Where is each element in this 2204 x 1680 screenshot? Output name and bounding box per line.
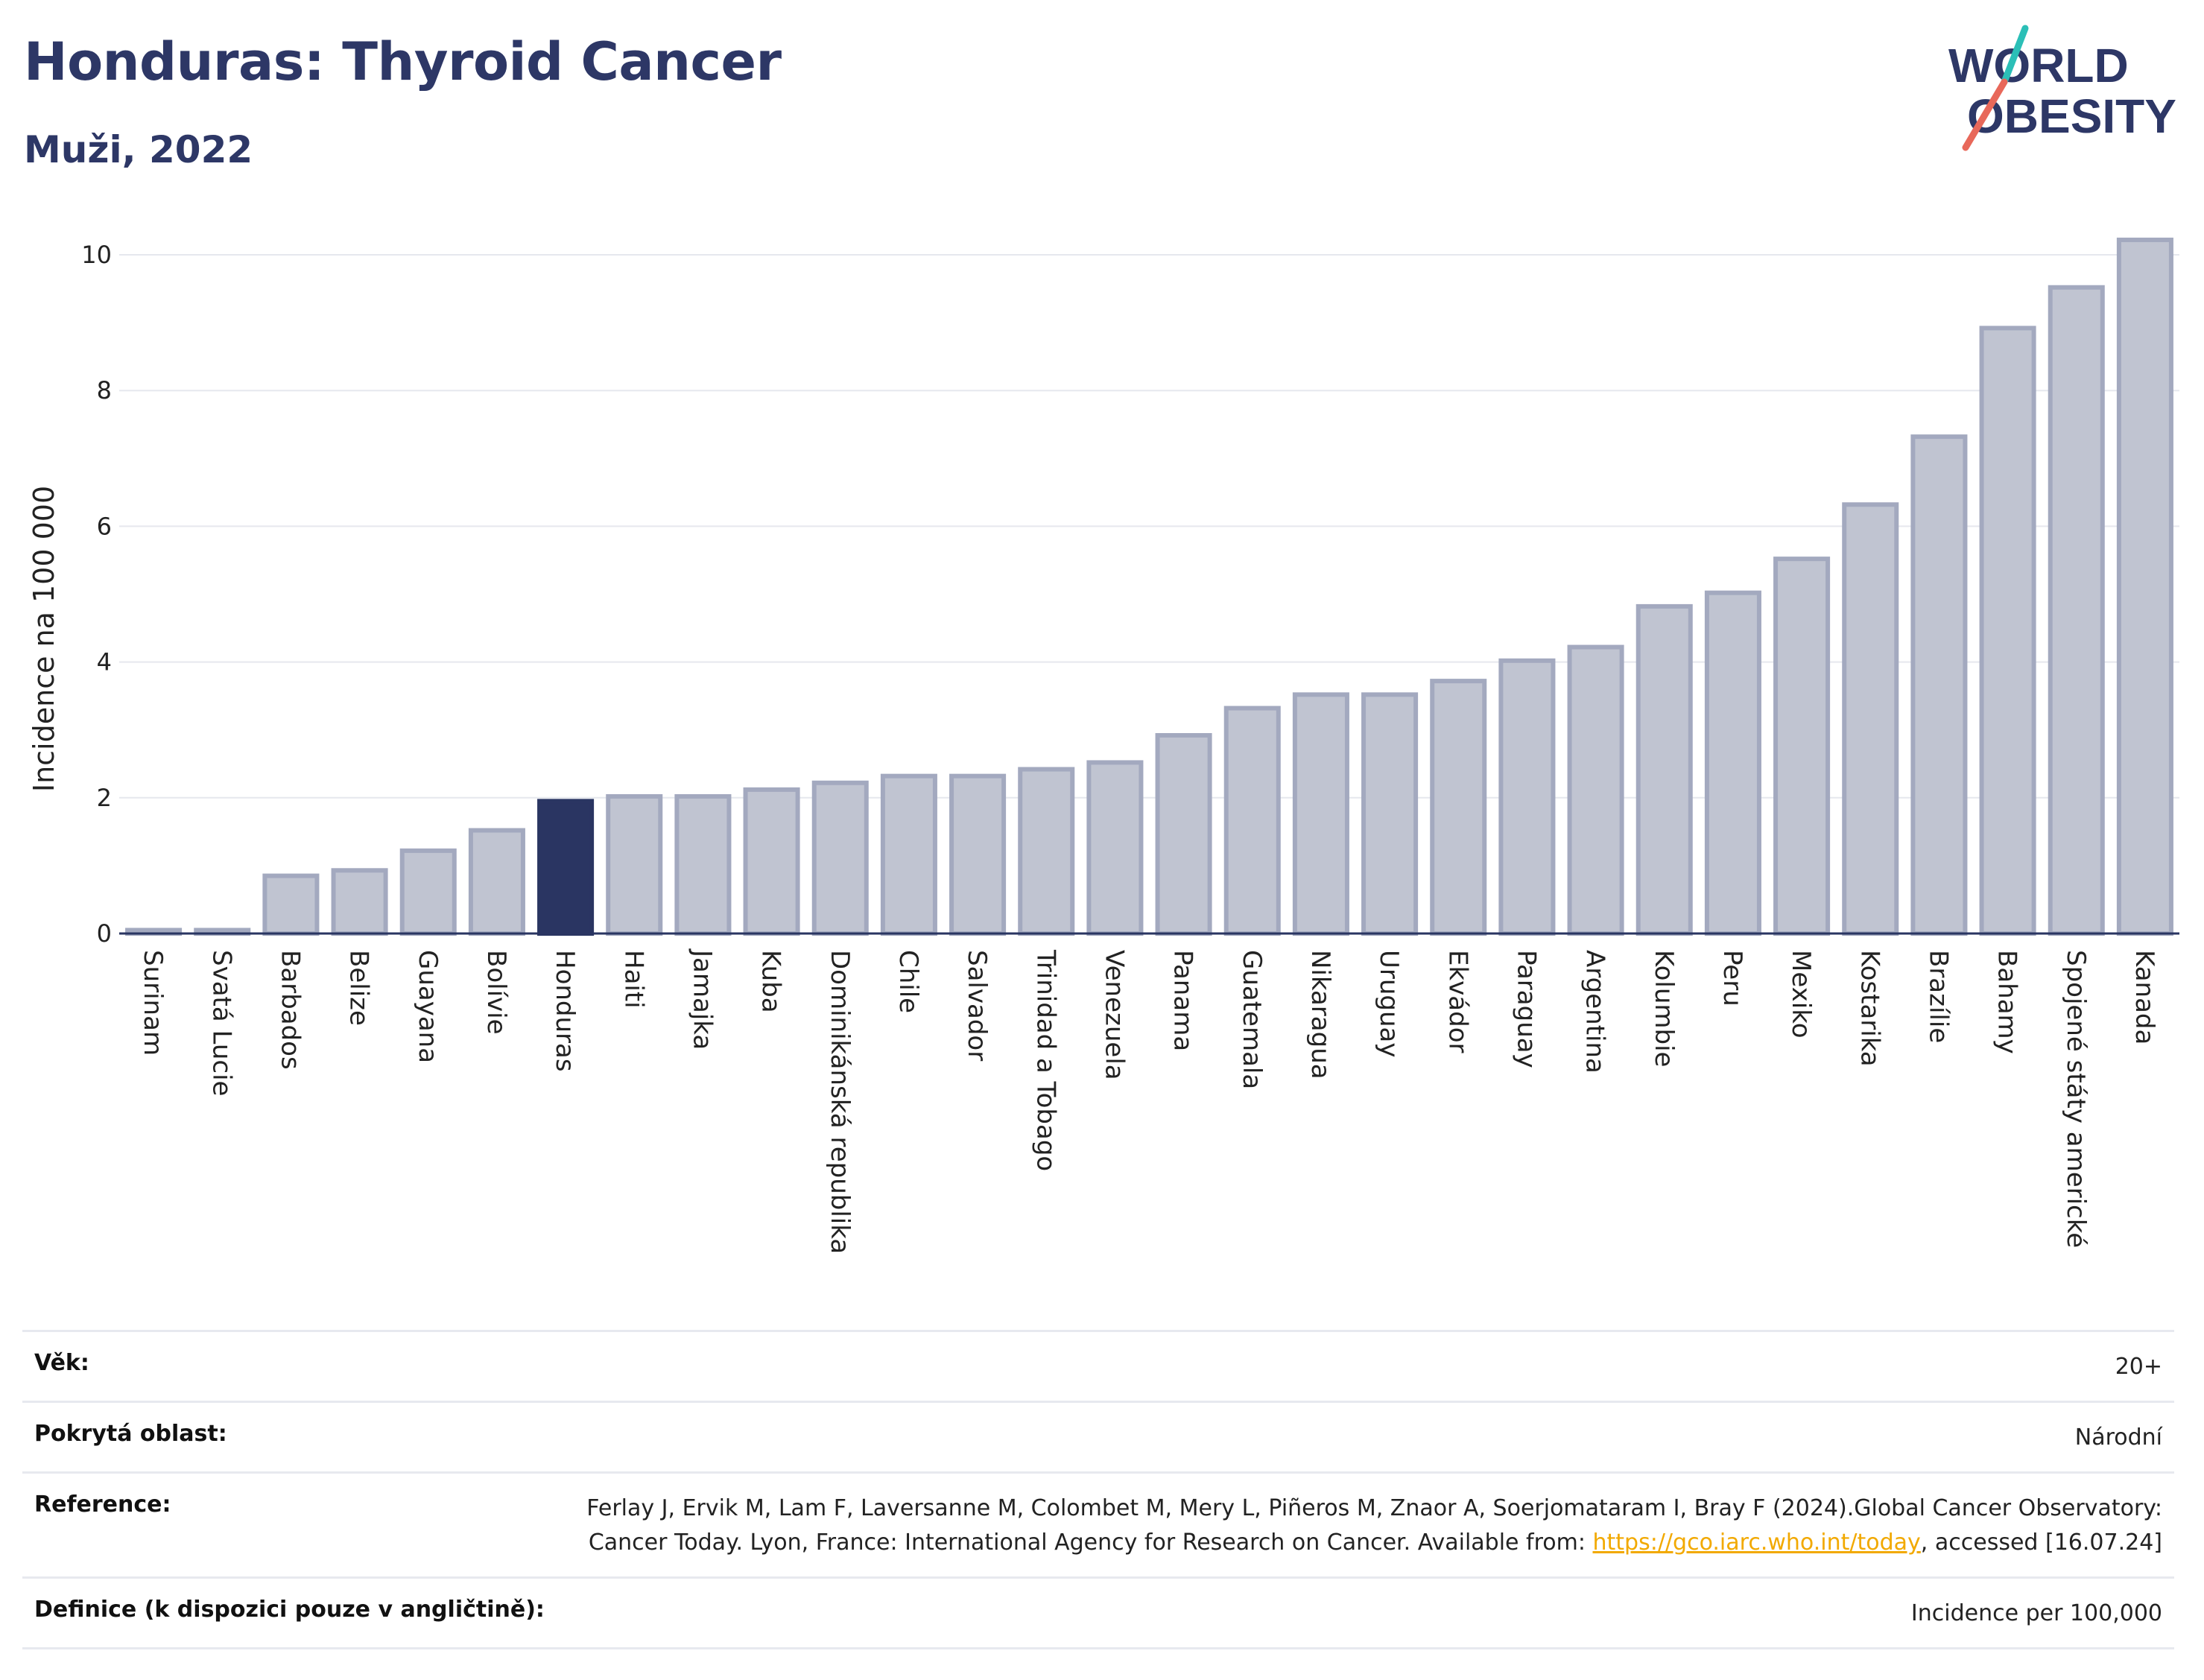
logo-slash-coral [1962,78,2008,151]
x-tick-label: Bahamy [1992,950,2022,1054]
x-tick-label: Barbados [275,950,305,1070]
x-tick-label: Salvador [962,950,992,1061]
y-tick-label: 4 [97,648,112,676]
bar-honduras[interactable] [537,799,595,936]
x-tick-label: Chile [893,950,923,1013]
meta-label-reference: Reference: [34,1492,171,1518]
x-tick-label: Mexiko [1786,950,1816,1039]
meta-row-definition: Definice (k dispozici pouze v angličtině… [22,1576,2174,1649]
bar-kolumbie[interactable] [1635,603,1693,936]
bar-spojené-státy-americké[interactable] [2048,285,2105,936]
bar-ekvádor[interactable] [1430,679,1487,936]
x-tick-label: Kanada [2129,950,2159,1045]
meta-label-age: Věk: [34,1350,89,1376]
x-tick-label: Haiti [618,950,648,1009]
bar-bahamy[interactable] [1979,326,2036,936]
meta-row-age: Věk: 20+ [22,1330,2174,1401]
chart-title: Honduras: Thyroid Cancer [24,31,782,92]
bar-haiti[interactable] [606,793,663,936]
meta-value-age: 20+ [2115,1354,2162,1380]
logo-slash-teal [2001,25,2029,86]
x-tick-label: Kuba [756,950,786,1013]
meta-row-coverage: Pokrytá oblast: Národní [22,1401,2174,1471]
bar-chile[interactable] [880,773,937,936]
x-tick-label: Nikaragua [1305,950,1335,1080]
x-tick-label: Panama [1168,950,1198,1051]
x-tick-label: Bolívie [481,950,511,1035]
x-tick-label: Paraguay [1511,950,1541,1068]
bar-panama[interactable] [1155,732,1212,936]
x-tick-label: Kostarika [1855,950,1884,1067]
bar-salvador[interactable] [949,773,1007,936]
x-tick-label: Brazílie [1923,950,1953,1043]
x-tick-label: Jamajka [687,948,717,1050]
y-tick-label: 0 [97,919,112,948]
reference-text: Ferlay J, Ervik M, Lam F, Laversanne M, … [586,1495,2162,1556]
chart-subtitle: Muži, 2022 [24,128,253,171]
reference-link[interactable]: https://gco.iarc.who.int/today [1592,1530,1921,1556]
world-obesity-logo: WORLD OBESITY [1948,25,2176,151]
bar-barbados[interactable] [262,873,320,936]
bars [125,237,2173,936]
x-tick-label: Svatá Lucie [206,950,236,1096]
bar-nikaragua[interactable] [1292,692,1349,936]
logo-text-obesity: OBESITY [1967,89,2176,143]
y-tick-label: 6 [97,512,112,540]
bar-kanada[interactable] [2116,237,2173,936]
x-tick-label: Spojené státy americké [2061,950,2091,1248]
x-tick-label: Venezuela [1099,950,1129,1080]
bar-guayana[interactable] [399,848,457,936]
x-tick-label: Surinam [138,950,168,1056]
meta-value-coverage: Národní [2074,1424,2162,1451]
x-tick-label: Peru [1717,950,1747,1007]
bar-kuba[interactable] [743,787,800,936]
bar-argentina[interactable] [1567,644,1624,936]
bar-paraguay[interactable] [1498,658,1556,936]
meta-row-reference: Reference: Ferlay J, Ervik M, Lam F, Lav… [22,1471,2174,1576]
x-tick-label: Guatemala [1237,950,1267,1089]
meta-value-definition: Incidence per 100,000 [1910,1600,2162,1626]
bar-guatemala[interactable] [1223,706,1281,936]
bar-belize[interactable] [331,868,388,936]
meta-label-definition: Definice (k dispozici pouze v angličtině… [34,1597,545,1623]
y-axis-label: Incidence na 100 000 [28,486,60,792]
x-tick-label: Belize [344,950,374,1026]
x-tick-label: Argentina [1580,950,1610,1074]
x-tick-label: Uruguay [1374,950,1404,1058]
bar-bolívie[interactable] [468,828,525,936]
y-tick-label: 10 [81,241,112,269]
y-tick-label: 8 [97,376,112,405]
grid-lines [119,254,2179,799]
bar-mexiko[interactable] [1773,557,1831,936]
reference-accessed: , accessed [16.07.24] [1920,1530,2162,1556]
metadata-table: Věk: 20+ Pokrytá oblast: Národní Referen… [22,1330,2174,1649]
meta-label-coverage: Pokrytá oblast: [34,1421,227,1447]
y-tick-label: 2 [97,784,112,812]
bar-trinidad-a-tobago[interactable] [1018,767,1075,936]
bar-venezuela[interactable] [1086,760,1144,936]
meta-value-reference: Ferlay J, Ervik M, Lam F, Laversanne M, … [560,1492,2174,1560]
bar-brazílie[interactable] [1910,434,1968,936]
x-tick-label: Ekvádor [1443,950,1472,1053]
logo-text-world: WORLD [1948,39,2129,92]
tick-labels: 0 2 4 6 8 10 Incidence na 100 000 Surinam Svatá … [28,241,2159,1254]
bar-dominikánská-republika[interactable] [811,780,869,936]
bar-uruguay[interactable] [1361,692,1419,936]
x-tick-label: Honduras [550,950,580,1072]
x-tick-label: Kolumbie [1649,950,1679,1067]
bar-chart: 0 2 4 6 8 10 Incidence na 100 000 Surinam Svatá … [28,237,2179,1254]
bar-jamajka[interactable] [674,793,732,936]
x-tick-label: Dominikánská republika [825,950,855,1254]
x-tick-label: Guayana [413,950,443,1063]
bar-peru[interactable] [1704,590,1761,936]
bar-kostarika[interactable] [1842,502,1899,936]
x-tick-label: Trinidad a Tobago [1030,949,1060,1171]
